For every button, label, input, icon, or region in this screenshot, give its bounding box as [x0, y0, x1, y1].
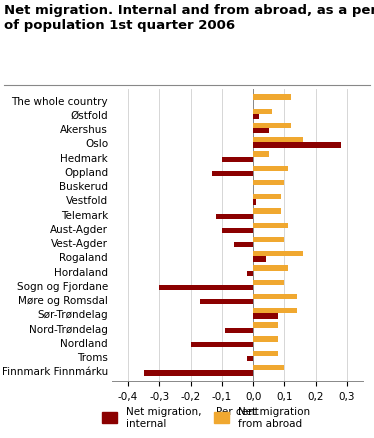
Bar — [253, 200, 256, 205]
Bar — [222, 228, 253, 233]
Bar — [253, 95, 291, 100]
Bar — [253, 257, 266, 262]
Bar — [253, 351, 278, 356]
Bar — [253, 322, 278, 328]
Bar — [212, 172, 253, 177]
Bar — [247, 356, 253, 361]
Bar — [253, 152, 269, 157]
Bar — [200, 299, 253, 304]
Bar — [144, 371, 253, 376]
Bar — [234, 243, 253, 248]
Bar — [253, 138, 303, 143]
Bar — [253, 314, 278, 319]
Bar — [253, 209, 281, 214]
Bar — [253, 337, 278, 342]
Bar — [253, 166, 288, 172]
Text: Net migration. Internal and from abroad, as a percentage
of population 1st quart: Net migration. Internal and from abroad,… — [4, 4, 374, 32]
Bar — [253, 115, 260, 120]
Legend: Net migration,
internal, Net migration
from abroad: Net migration, internal, Net migration f… — [96, 401, 315, 433]
Bar — [215, 214, 253, 219]
X-axis label: Per cent: Per cent — [216, 406, 259, 416]
Bar — [253, 294, 297, 299]
Bar — [253, 194, 281, 200]
Bar — [253, 124, 291, 129]
Bar — [253, 223, 288, 228]
Bar — [225, 328, 253, 333]
Bar — [253, 129, 269, 134]
Bar — [253, 365, 285, 371]
Bar — [253, 280, 285, 285]
Bar — [253, 237, 285, 243]
Bar — [190, 342, 253, 347]
Bar — [222, 157, 253, 162]
Bar — [253, 251, 303, 257]
Bar — [159, 285, 253, 290]
Bar — [253, 308, 297, 314]
Bar — [253, 180, 285, 186]
Bar — [253, 110, 272, 115]
Bar — [247, 271, 253, 276]
Bar — [253, 143, 341, 148]
Bar — [253, 266, 288, 271]
